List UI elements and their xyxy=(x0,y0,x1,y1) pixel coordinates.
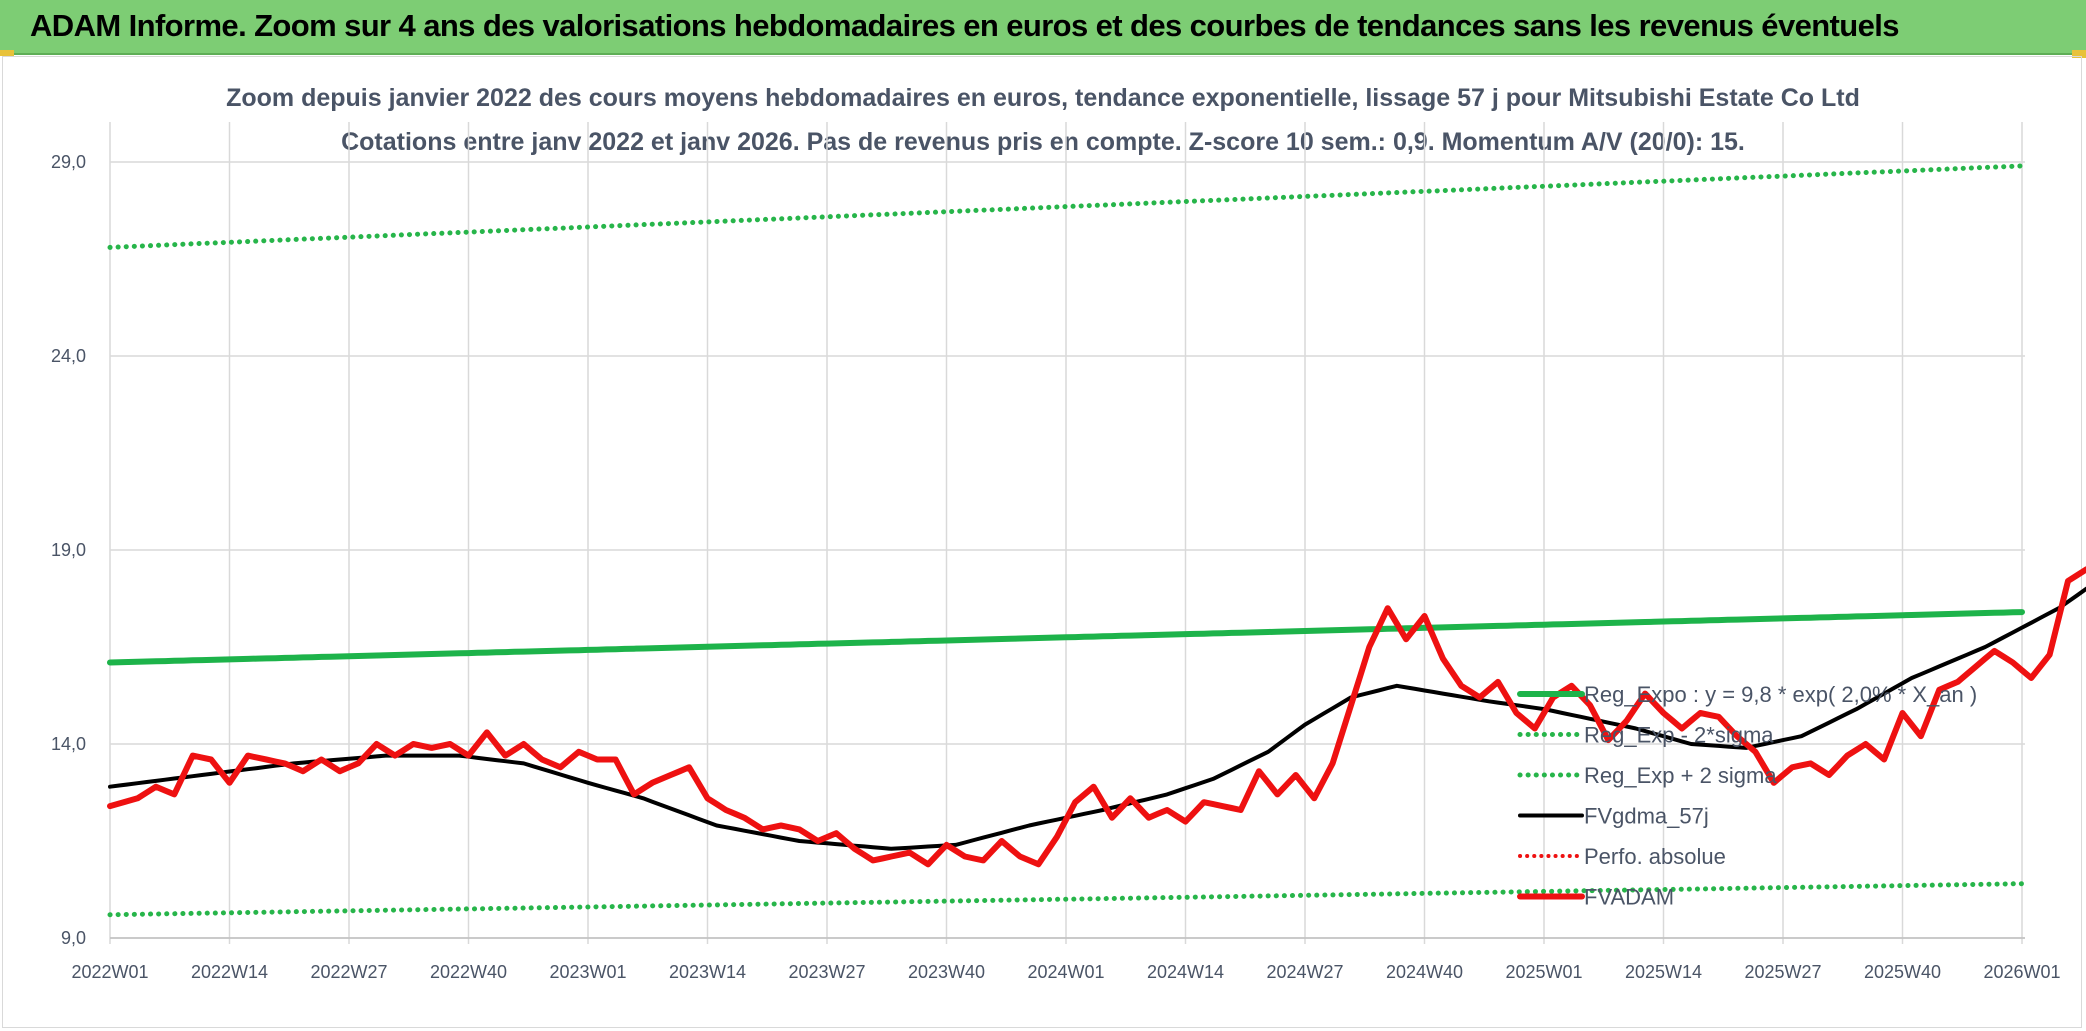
x-tick-label: 2022W40 xyxy=(430,962,507,982)
legend-label: Reg_Exp - 2*sigma xyxy=(1584,723,1774,748)
legend-label: FVADAM xyxy=(1584,885,1674,910)
y-axis-ticks: 9,0 14,0 19,0 24,0 29,0 xyxy=(51,152,86,948)
series-line-0 xyxy=(107,609,2025,666)
legend-label: Perfo. absolue xyxy=(1584,844,1726,869)
chart-frame xyxy=(2,56,2082,1028)
chart-subtitle: Cotations entre janv 2022 et janv 2026. … xyxy=(341,128,1745,156)
banner-accent-left xyxy=(0,50,14,56)
x-tick-label: 2023W40 xyxy=(908,962,985,982)
legend-label: FVgdma_57j xyxy=(1584,804,1709,829)
x-tick-label: 2025W14 xyxy=(1625,962,1702,982)
x-axis-ticks: 2022W01 2022W14 2022W27 2022W40 2023W01 2023W… xyxy=(71,962,2060,982)
x-tick-label: 2023W27 xyxy=(788,962,865,982)
x-tick-label: 2025W27 xyxy=(1744,962,1821,982)
x-tick-label: 2024W27 xyxy=(1266,962,1343,982)
x-tick-label: 2025W40 xyxy=(1864,962,1941,982)
series-lines xyxy=(107,163,2086,918)
legend-label: Reg_Exp + 2 sigma xyxy=(1584,763,1777,788)
chart-legend: Reg_Expo : y = 9,8 * exp( 2,0% * X_an ) R… xyxy=(1517,682,1977,910)
x-tick-label: 2024W40 xyxy=(1386,962,1463,982)
report-title: ADAM Informe. Zoom sur 4 ans des valoris… xyxy=(30,8,1900,43)
legend-label: Reg_Expo : y = 9,8 * exp( 2,0% * X_an ) xyxy=(1584,682,1977,707)
y-tick-label: 19,0 xyxy=(51,540,86,560)
y-tick-label: 9,0 xyxy=(61,928,86,948)
series-line-1 xyxy=(107,881,2025,918)
x-tick-label: 2022W14 xyxy=(191,962,268,982)
x-tick-label: 2024W01 xyxy=(1027,962,1104,982)
chart-title: Zoom depuis janvier 2022 des cours moyen… xyxy=(226,84,1860,112)
series-line-3 xyxy=(108,586,2086,851)
series-line-2 xyxy=(107,163,2025,250)
x-tick-label: 2024W14 xyxy=(1147,962,1224,982)
x-tick-label: 2022W27 xyxy=(310,962,387,982)
x-tick-label: 2023W14 xyxy=(669,962,746,982)
gridlines xyxy=(109,122,2025,944)
banner-accent-right xyxy=(2072,50,2086,58)
report-banner: ADAM Informe. Zoom sur 4 ans des valoris… xyxy=(0,0,2086,55)
x-tick-label: 2022W01 xyxy=(71,962,148,982)
x-tick-label: 2026W01 xyxy=(1983,962,2060,982)
series-line-5 xyxy=(107,566,2086,868)
x-tick-label: 2023W01 xyxy=(549,962,626,982)
y-tick-label: 29,0 xyxy=(51,152,86,172)
y-tick-label: 24,0 xyxy=(51,346,86,366)
x-tick-label: 2025W01 xyxy=(1505,962,1582,982)
y-tick-label: 14,0 xyxy=(51,734,86,754)
